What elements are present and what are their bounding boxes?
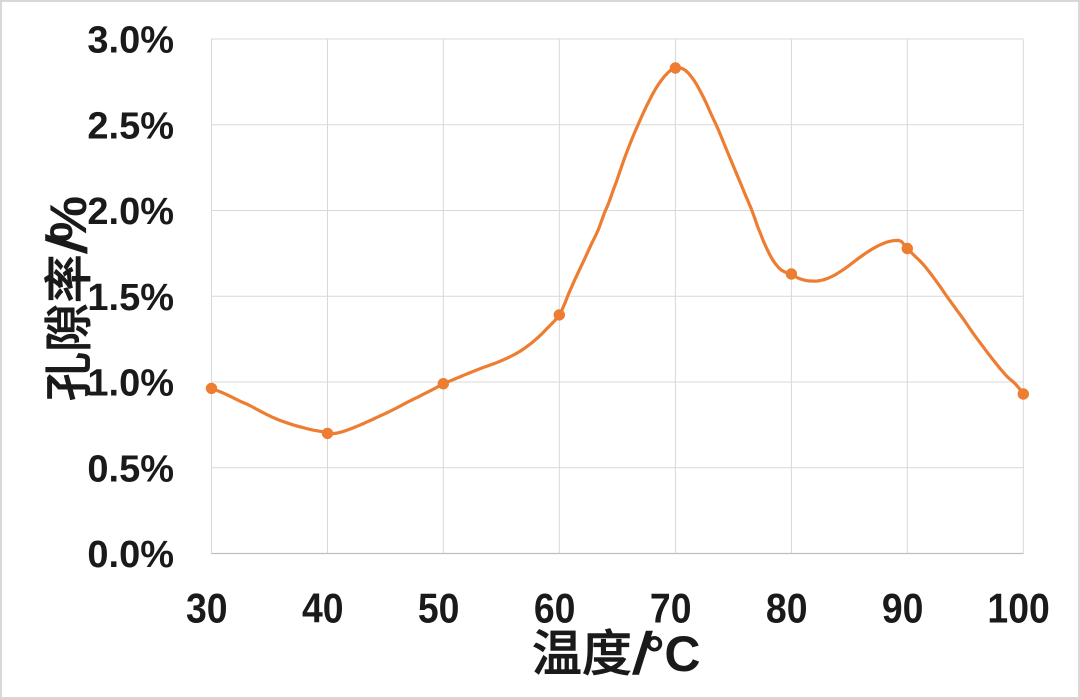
svg-text:1.0%: 1.0%	[87, 363, 174, 405]
svg-text:0.5%: 0.5%	[87, 448, 174, 490]
svg-text:40: 40	[302, 586, 344, 632]
svg-text:100: 100	[987, 586, 1049, 632]
svg-text:1.5%: 1.5%	[87, 277, 174, 319]
svg-text:50: 50	[418, 586, 460, 632]
svg-text:%: %	[40, 196, 98, 242]
svg-text:3.0%: 3.0%	[87, 20, 174, 62]
svg-text:2.0%: 2.0%	[87, 191, 174, 233]
svg-text:80: 80	[766, 586, 808, 632]
svg-text:90: 90	[882, 586, 924, 632]
svg-text:0.0%: 0.0%	[87, 534, 174, 576]
svg-text:30: 30	[186, 586, 228, 632]
svg-text:°C: °C	[644, 626, 700, 682]
svg-text:2.5%: 2.5%	[87, 105, 174, 147]
svg-text:60: 60	[534, 586, 576, 632]
svg-text:70: 70	[650, 586, 692, 632]
